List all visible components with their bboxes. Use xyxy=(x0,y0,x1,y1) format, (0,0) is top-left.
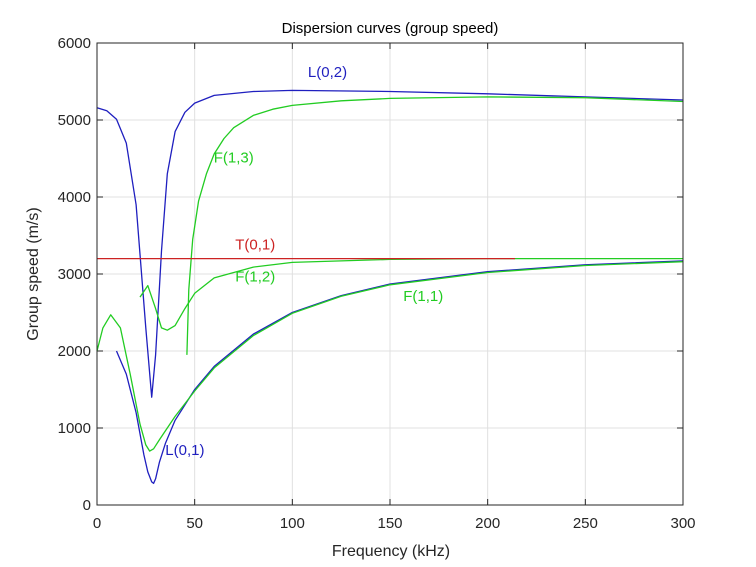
annotation-f-1-3: F(1,3) xyxy=(214,149,254,166)
annotation-f-1-2: F(1,2) xyxy=(235,269,275,286)
x-tick-label: 200 xyxy=(475,515,500,532)
y-axis-label: Group speed (m/s) xyxy=(25,207,42,340)
series-line-l-0-2 xyxy=(96,89,684,398)
y-tick-label: 4000 xyxy=(58,189,91,206)
y-tick-label: 5000 xyxy=(58,112,91,129)
annotation-t-0-1: T(0,1) xyxy=(235,236,275,253)
annotation-f-1-1: F(1,1) xyxy=(403,288,443,305)
annotation-l-0-2: L(0,2) xyxy=(308,64,347,81)
x-tick-label: 300 xyxy=(670,515,695,532)
chart-title: Dispersion curves (group speed) xyxy=(282,20,499,37)
x-tick-label: 100 xyxy=(280,515,305,532)
series-line-f-1-1 xyxy=(96,261,684,452)
x-axis-label: Frequency (kHz) xyxy=(332,543,450,560)
y-tick-label: 6000 xyxy=(58,35,91,52)
y-tick-label: 0 xyxy=(83,497,91,514)
x-tick-label: 0 xyxy=(93,515,101,532)
x-tick-label: 250 xyxy=(573,515,598,532)
y-tick-label: 2000 xyxy=(58,343,91,360)
series-line-l-0-1 xyxy=(115,260,684,485)
series-line-f-1-3 xyxy=(186,96,684,355)
y-tick-label: 3000 xyxy=(58,266,91,283)
plot-frame xyxy=(96,42,684,506)
series-group xyxy=(96,89,684,485)
x-tick-label: 50 xyxy=(186,515,203,532)
annotation-l-0-1: L(0,1) xyxy=(165,442,204,459)
axis-ticks: 0 50 100 150 200 250 3000100020003000400050006… xyxy=(58,35,696,532)
y-tick-label: 1000 xyxy=(58,420,91,437)
annotations: L(0,2) F(1,3) T(0,1) F(1,2) F(1,1) L(0,1) xyxy=(165,64,443,459)
x-tick-label: 150 xyxy=(377,515,402,532)
